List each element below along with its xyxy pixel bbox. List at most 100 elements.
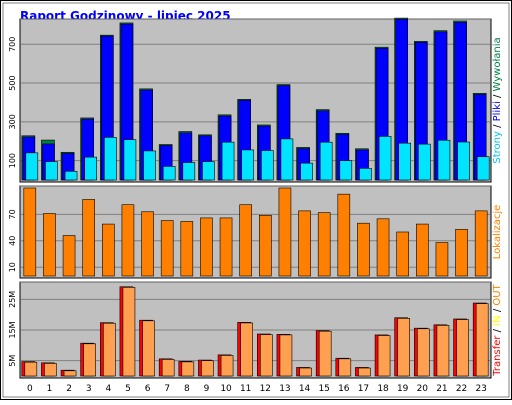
visits-y-axis-label: Lokalizacje bbox=[492, 205, 503, 260]
hits-bar-strony-22 bbox=[457, 141, 470, 181]
kbytes-bar-out-4 bbox=[103, 322, 116, 377]
x-tick-label-2: 2 bbox=[66, 384, 72, 394]
kbytes-bar-out-23 bbox=[475, 303, 489, 377]
x-tick-label-17: 17 bbox=[358, 384, 369, 394]
kbytes-bar-out-12 bbox=[260, 334, 273, 377]
kbytes-y-axis-label: Transfer / IN / OUT bbox=[492, 283, 503, 376]
visits-bar-lokalizacje-22 bbox=[455, 229, 468, 277]
x-tick-label-13: 13 bbox=[279, 384, 290, 394]
visits-bar-lokalizacje-8 bbox=[180, 221, 194, 277]
visits-bar-lokalizacje-3 bbox=[82, 199, 95, 277]
hits-y-axis-label: Strony / Pliki / Wywołania bbox=[492, 37, 503, 163]
visits-bar-lokalizacje-17 bbox=[357, 222, 370, 277]
kbytes-bar-out-18 bbox=[377, 335, 391, 377]
x-tick-label-19: 19 bbox=[397, 384, 409, 394]
kbytes-bar-out-22 bbox=[456, 319, 469, 377]
hits-y-tick-label: 300 bbox=[8, 114, 17, 129]
kbytes-bar-out-6 bbox=[142, 320, 155, 377]
hits-y-axis-label-part: / bbox=[492, 121, 503, 131]
kbytes-bar-out-2 bbox=[63, 370, 77, 377]
kbytes-bar-out-11 bbox=[240, 322, 253, 377]
visits-bar-lokalizacje-14 bbox=[298, 210, 311, 277]
hits-bar-strony-23 bbox=[476, 156, 490, 181]
hits-y-tick-label: 700 bbox=[8, 37, 17, 52]
hits-bar-strony-14 bbox=[300, 162, 313, 181]
hits-bar-strony-19 bbox=[398, 142, 411, 181]
kbytes-bar-out-1 bbox=[44, 363, 57, 377]
kbytes-bar-out-13 bbox=[279, 334, 293, 377]
kbytes-bar-out-19 bbox=[397, 318, 410, 377]
kbytes-bar-out-15 bbox=[318, 330, 332, 377]
kbytes-bar-out-14 bbox=[299, 367, 312, 377]
inner-frame bbox=[2, 2, 510, 398]
visits-panel-background bbox=[19, 185, 492, 279]
x-tick-label-11: 11 bbox=[240, 384, 251, 394]
hits-y-tick-label: 100 bbox=[8, 153, 17, 168]
visits-bar-lokalizacje-15 bbox=[317, 212, 331, 277]
kbytes-y-axis-label-part: / bbox=[492, 326, 503, 336]
hits-bar-strony-21 bbox=[437, 139, 451, 181]
hits-bar-strony-4 bbox=[104, 137, 117, 181]
visits-bar-lokalizacje-23 bbox=[474, 210, 488, 277]
kbytes-bar-out-7 bbox=[161, 359, 175, 377]
hits-bar-strony-11 bbox=[241, 149, 254, 181]
hits-bar-strony-13 bbox=[280, 138, 294, 181]
hits-bar-strony-3 bbox=[84, 156, 97, 181]
visits-bar-lokalizacje-10 bbox=[219, 217, 233, 277]
hits-y-axis-label-part: Wywołania bbox=[492, 37, 503, 91]
x-tick-label-16: 16 bbox=[338, 384, 350, 394]
kbytes-bar-out-9 bbox=[201, 360, 214, 377]
kbytes-bar-out-5 bbox=[122, 287, 136, 377]
x-tick-label-7: 7 bbox=[164, 384, 170, 394]
kbytes-y-tick-label: 25M bbox=[8, 291, 17, 308]
visits-bar-lokalizacje-20 bbox=[416, 223, 429, 277]
x-tick-label-23: 23 bbox=[475, 384, 486, 394]
hits-bar-strony-8 bbox=[182, 162, 196, 181]
hits-bar-strony-17 bbox=[359, 168, 372, 181]
visits-bar-lokalizacje-21 bbox=[435, 242, 449, 277]
kbytes-bar-out-16 bbox=[338, 358, 352, 377]
visits-bar-lokalizacje-5 bbox=[121, 204, 135, 277]
visits-bar-lokalizacje-18 bbox=[376, 218, 390, 277]
hits-y-axis-label-part: Strony bbox=[492, 131, 503, 164]
kbytes-bar-out-17 bbox=[358, 367, 371, 377]
visits-bar-lokalizacje-4 bbox=[102, 223, 115, 277]
hits-bar-strony-20 bbox=[418, 143, 431, 181]
hits-bar-strony-0 bbox=[25, 152, 39, 181]
visits-bar-lokalizacje-13 bbox=[278, 187, 292, 277]
visits-y-tick-label: 70 bbox=[8, 209, 17, 219]
x-tick-label-20: 20 bbox=[417, 384, 429, 394]
hits-y-axis-label-part: Pliki bbox=[492, 101, 503, 121]
visits-bar-lokalizacje-16 bbox=[337, 193, 351, 277]
x-tick-label-5: 5 bbox=[125, 384, 131, 394]
visits-y-axis-label-part: Lokalizacje bbox=[492, 205, 503, 260]
x-tick-label-10: 10 bbox=[220, 384, 232, 394]
x-tick-label-4: 4 bbox=[105, 384, 111, 394]
visits-bar-lokalizacje-2 bbox=[62, 235, 76, 277]
hits-bar-strony-7 bbox=[162, 166, 176, 181]
x-tick-label-15: 15 bbox=[318, 384, 329, 394]
visits-y-tick-label: 10 bbox=[8, 262, 17, 272]
visits-y-tick-label: 40 bbox=[8, 236, 17, 246]
x-tick-label-6: 6 bbox=[145, 384, 151, 394]
visits-bar-lokalizacje-1 bbox=[43, 213, 56, 277]
kbytes-bar-out-0 bbox=[24, 361, 38, 377]
kbytes-bar-out-20 bbox=[417, 328, 430, 377]
hits-bar-strony-9 bbox=[202, 161, 215, 181]
hits-bar-strony-15 bbox=[319, 141, 333, 181]
kbytes-y-tick-label: 5M bbox=[8, 355, 17, 367]
kbytes-y-axis-label-part: / bbox=[492, 306, 503, 316]
hits-bar-strony-2 bbox=[64, 170, 78, 181]
kbytes-y-axis-label-part: OUT bbox=[492, 283, 503, 305]
kbytes-y-axis-label-part: IN bbox=[492, 315, 503, 325]
hits-y-axis-label-part: / bbox=[492, 91, 503, 101]
x-tick-label-8: 8 bbox=[184, 384, 190, 394]
visits-panel: 10 40 70 Lokalizacje bbox=[8, 185, 503, 279]
hits-bar-strony-6 bbox=[143, 150, 156, 181]
visits-bar-lokalizacje-0 bbox=[23, 187, 37, 277]
hits-panel: 100 300 500 700 Strony / Pliki / Wywołania bbox=[8, 17, 503, 183]
x-tick-label-14: 14 bbox=[299, 384, 311, 394]
